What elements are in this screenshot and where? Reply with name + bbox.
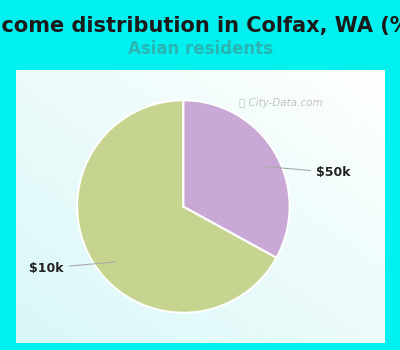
- Text: $50k: $50k: [263, 166, 351, 179]
- Wedge shape: [77, 100, 276, 313]
- Text: $10k: $10k: [29, 261, 115, 275]
- Text: Income distribution in Colfax, WA (%): Income distribution in Colfax, WA (%): [0, 16, 400, 36]
- Wedge shape: [183, 100, 290, 258]
- Text: ⓘ City-Data.com: ⓘ City-Data.com: [239, 98, 323, 108]
- Text: Asian residents: Asian residents: [128, 40, 272, 58]
